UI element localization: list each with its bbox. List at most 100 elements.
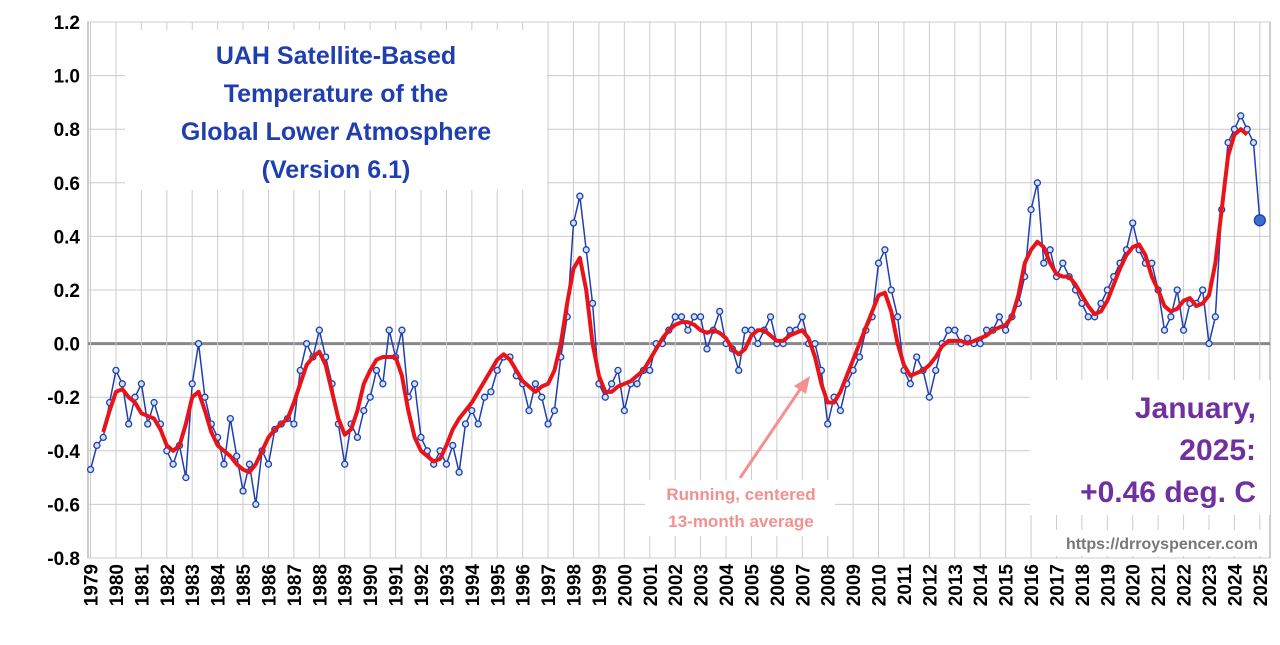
source-box [1040, 530, 1268, 556]
data-point [398, 326, 406, 334]
x-tick-label: 2019 [1098, 564, 1119, 606]
data-point [1084, 313, 1092, 321]
axes: 1.2 1.0 0.8 0.6 0.4 0.2 0.0 -0.2 -0.4 -0.6 -0.8197… [47, 13, 1272, 606]
data-point [716, 307, 724, 316]
data-point [468, 406, 476, 415]
data-point [785, 326, 794, 334]
x-tick-label: 1987 [285, 564, 306, 606]
title-box [125, 30, 547, 190]
y-tick-label: 0.6 [54, 174, 80, 195]
x-tick-label: 2024 [1225, 564, 1246, 607]
plot [86, 112, 1266, 509]
x-tick-label: 2015 [997, 564, 1018, 607]
data-point [646, 366, 654, 375]
data-point [1173, 286, 1181, 294]
y-tick-label: 0.0 [54, 335, 80, 356]
x-tick-label: 1980 [107, 564, 128, 606]
callout-line: 2025: [1179, 434, 1256, 467]
data-point [525, 406, 533, 415]
data-point [601, 393, 609, 401]
data-point [220, 460, 228, 468]
data-point [684, 326, 692, 334]
x-tick-label: 1997 [539, 564, 560, 606]
data-point [995, 313, 1003, 321]
data-point [86, 465, 95, 474]
data-point [887, 286, 895, 294]
data-point [461, 420, 470, 428]
data-point [798, 313, 806, 321]
data-point [1160, 326, 1169, 334]
x-tick-label: 1979 [82, 564, 103, 606]
x-tick-label: 1992 [412, 564, 433, 606]
data-point [893, 313, 902, 321]
text-boxes [125, 30, 1270, 556]
callout-box [1030, 380, 1270, 515]
callout-line: January, [1135, 392, 1256, 425]
data-point [531, 380, 540, 388]
running-average-line [101, 127, 1249, 475]
data-point [690, 313, 698, 321]
x-tick-label: 2021 [1149, 564, 1170, 607]
data-point [932, 366, 940, 375]
y-tick-label: 1.0 [54, 67, 80, 88]
data-point [1033, 179, 1042, 187]
callout-line: +0.46 deg. C [1080, 476, 1256, 509]
data-point [1179, 326, 1188, 334]
data-point [576, 192, 584, 200]
data-point [315, 326, 323, 334]
data-point [906, 380, 914, 388]
data-point [239, 487, 247, 495]
x-tick-label: 2016 [1022, 564, 1043, 606]
title-line: (Version 6.1) [262, 156, 411, 184]
x-tick-label: 2013 [946, 564, 967, 606]
data-point [144, 420, 152, 428]
x-tick-label: 2008 [819, 564, 840, 606]
data-point [696, 313, 705, 321]
data-point [677, 313, 686, 321]
data-point [976, 339, 984, 348]
x-tick-label: 1991 [387, 564, 408, 607]
data-point [99, 433, 107, 442]
x-tick-label: 2000 [615, 564, 636, 606]
data-point [754, 339, 762, 348]
x-tick-label: 1996 [514, 564, 535, 606]
data-point [735, 366, 743, 375]
x-tick-label: 2005 [742, 564, 763, 607]
data-point [874, 259, 883, 267]
data-point [550, 406, 559, 415]
data-point [385, 326, 393, 334]
data-point [112, 366, 120, 375]
x-tick-label: 1986 [259, 564, 280, 606]
x-tick-label: 2012 [920, 564, 941, 606]
data-point [233, 452, 241, 460]
x-tick-label: 2018 [1073, 564, 1094, 606]
data-point [360, 406, 368, 415]
y-tick-label: -0.8 [47, 549, 80, 570]
data-point [963, 334, 972, 342]
x-tick-label: 1983 [183, 564, 204, 606]
data-point [188, 380, 196, 388]
source: https://drroyspencer.com [1066, 536, 1258, 553]
data-point [855, 353, 864, 361]
x-tick-label: 1985 [234, 564, 255, 607]
callout: January, 2025: +0.46 deg. C [1080, 392, 1256, 509]
data-point [620, 406, 628, 415]
data-point [1046, 246, 1054, 254]
x-tick-label: 1990 [361, 564, 382, 606]
data-point [353, 433, 362, 442]
x-tick-label: 1999 [590, 564, 611, 606]
data-point [1237, 112, 1245, 120]
data-point [410, 380, 419, 388]
x-tick-label: 1993 [437, 564, 458, 606]
y-tick-label: 0.2 [54, 281, 80, 302]
data-point [150, 398, 158, 407]
data-point [824, 420, 832, 428]
data-point [925, 393, 934, 401]
y-tick-label: -0.4 [47, 442, 80, 463]
data-point [137, 380, 146, 388]
data-point [836, 406, 845, 415]
data-point [455, 468, 463, 476]
data-point [474, 420, 482, 428]
data-point [944, 326, 953, 334]
data-point [480, 393, 489, 401]
